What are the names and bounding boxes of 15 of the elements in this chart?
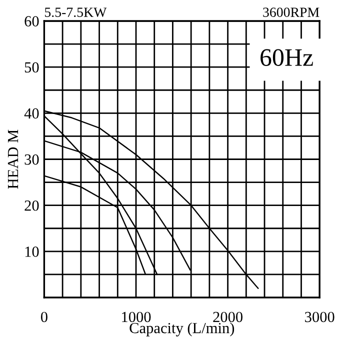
x-tick-label: 2000 — [213, 312, 242, 322]
y-tick-label: 30 — [24, 154, 39, 165]
y-tick-label: 10 — [25, 246, 39, 257]
y-tick-label: 50 — [24, 62, 39, 73]
x-tick-label: 0 — [40, 312, 48, 322]
chart-subtitle: 3600RPM — [263, 8, 320, 17]
x-axis-title: Capacity (L/min) — [130, 322, 234, 336]
x-tick-label: 3000 — [305, 312, 334, 322]
x-tick-label: 1000 — [122, 312, 151, 322]
chart-title: 5.5-7.5KW — [45, 8, 107, 18]
y-tick-label: 20 — [24, 200, 39, 211]
y-axis-title: HEAD M — [8, 130, 18, 189]
annotation: 60Hz — [260, 49, 313, 66]
y-tick-label: 40 — [24, 108, 39, 119]
y-tick-label: 60 — [24, 16, 39, 26]
